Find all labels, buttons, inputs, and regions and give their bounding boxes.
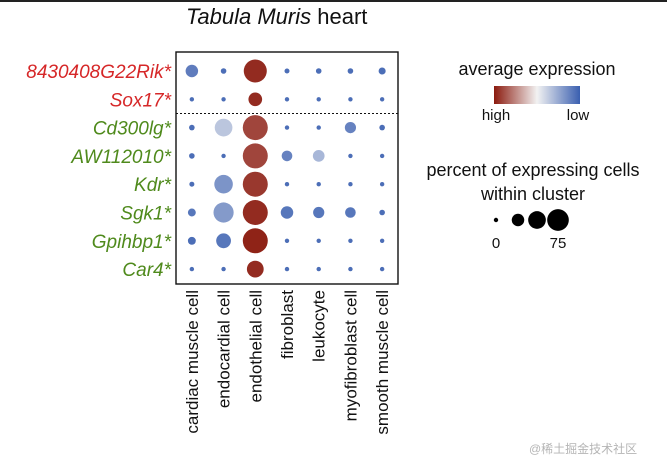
gene-label: Car4* bbox=[122, 260, 171, 281]
dot bbox=[185, 64, 199, 78]
color-legend-high-label: high bbox=[482, 107, 510, 124]
size-legend-dot bbox=[547, 209, 569, 231]
gene-label: AW112010* bbox=[70, 147, 171, 168]
dot bbox=[316, 266, 321, 272]
cluster-label: leukocyte bbox=[310, 290, 329, 362]
dot bbox=[221, 97, 226, 102]
dot bbox=[379, 238, 385, 243]
dot bbox=[242, 228, 268, 254]
dot bbox=[242, 115, 268, 141]
dot bbox=[189, 153, 195, 159]
dot bbox=[344, 122, 357, 134]
size-legend-tick-label: 75 bbox=[550, 235, 567, 252]
dot bbox=[347, 68, 354, 74]
chart-title-plain: heart bbox=[317, 4, 368, 29]
dot bbox=[246, 260, 264, 278]
dot bbox=[348, 182, 353, 187]
dot bbox=[242, 200, 268, 225]
dot bbox=[316, 238, 321, 243]
color-legend-title: average expression bbox=[458, 59, 615, 79]
dot bbox=[379, 182, 385, 187]
color-legend-gradient bbox=[494, 86, 580, 104]
size-legend-dot bbox=[511, 213, 525, 227]
size-legend-dot bbox=[493, 217, 499, 223]
dot bbox=[313, 206, 325, 219]
dot bbox=[348, 153, 353, 159]
dot bbox=[284, 238, 290, 243]
gene-label: Cd300lg* bbox=[93, 119, 172, 140]
dot bbox=[220, 68, 227, 74]
dot bbox=[189, 97, 195, 102]
dot bbox=[221, 266, 226, 272]
dot bbox=[187, 208, 196, 217]
dot bbox=[284, 97, 290, 102]
chart-title: Tabula Muris heart bbox=[186, 4, 367, 30]
dot bbox=[379, 97, 385, 102]
cluster-label: endothelial cell bbox=[246, 290, 265, 402]
dot bbox=[284, 125, 290, 130]
gene-label: Kdr* bbox=[134, 175, 172, 196]
gene-label: 8430408G22Rik* bbox=[26, 62, 171, 83]
dot bbox=[315, 68, 322, 74]
size-legend-dot bbox=[528, 211, 546, 229]
dot bbox=[345, 207, 356, 218]
dot bbox=[214, 174, 233, 194]
gene-label: Sgk1* bbox=[120, 204, 171, 225]
size-legend-tick-label: 0 bbox=[492, 235, 500, 252]
dot bbox=[213, 202, 234, 223]
dot bbox=[221, 153, 226, 159]
dot bbox=[281, 150, 293, 162]
dot bbox=[348, 97, 353, 102]
dot bbox=[242, 171, 268, 197]
dot bbox=[216, 233, 231, 249]
watermark: @稀土掘金技术社区 bbox=[529, 442, 638, 456]
dot bbox=[379, 209, 385, 216]
size-legend-title-line1: percent of expressing cells bbox=[426, 160, 639, 180]
dot bbox=[316, 182, 321, 187]
dot bbox=[379, 153, 385, 159]
cluster-label: smooth muscle cell bbox=[373, 290, 392, 435]
dot bbox=[348, 238, 353, 243]
dot bbox=[316, 125, 321, 130]
cluster-label: endocardial cell bbox=[215, 290, 234, 408]
dot bbox=[379, 266, 385, 272]
dot bbox=[187, 236, 196, 245]
dot bbox=[284, 182, 290, 187]
size-legend-title-line2: within cluster bbox=[480, 184, 585, 204]
dot bbox=[312, 150, 325, 162]
dot bbox=[348, 266, 353, 272]
cluster-label: fibroblast bbox=[278, 290, 297, 359]
dot bbox=[280, 206, 294, 219]
dot bbox=[284, 68, 290, 74]
dot bbox=[242, 143, 268, 169]
color-legend-low-label: low bbox=[567, 107, 590, 124]
cluster-label: cardiac muscle cell bbox=[183, 290, 202, 434]
dot bbox=[189, 181, 195, 187]
chart-title-italic: Tabula Muris bbox=[186, 4, 312, 29]
cluster-label: myofibroblast cell bbox=[341, 290, 360, 421]
top-border-line bbox=[0, 0, 667, 2]
dot bbox=[189, 124, 195, 131]
gene-label: Gpihbp1* bbox=[92, 232, 172, 253]
dot bbox=[243, 59, 267, 83]
dot bbox=[189, 266, 195, 272]
dot bbox=[379, 124, 385, 131]
gene-label: Sox17* bbox=[110, 90, 172, 111]
dot bbox=[316, 97, 321, 102]
dot bbox=[378, 67, 386, 75]
dot bbox=[284, 266, 290, 272]
dot bbox=[214, 118, 233, 137]
dot bbox=[248, 92, 263, 107]
plot-frame bbox=[175, 51, 399, 285]
